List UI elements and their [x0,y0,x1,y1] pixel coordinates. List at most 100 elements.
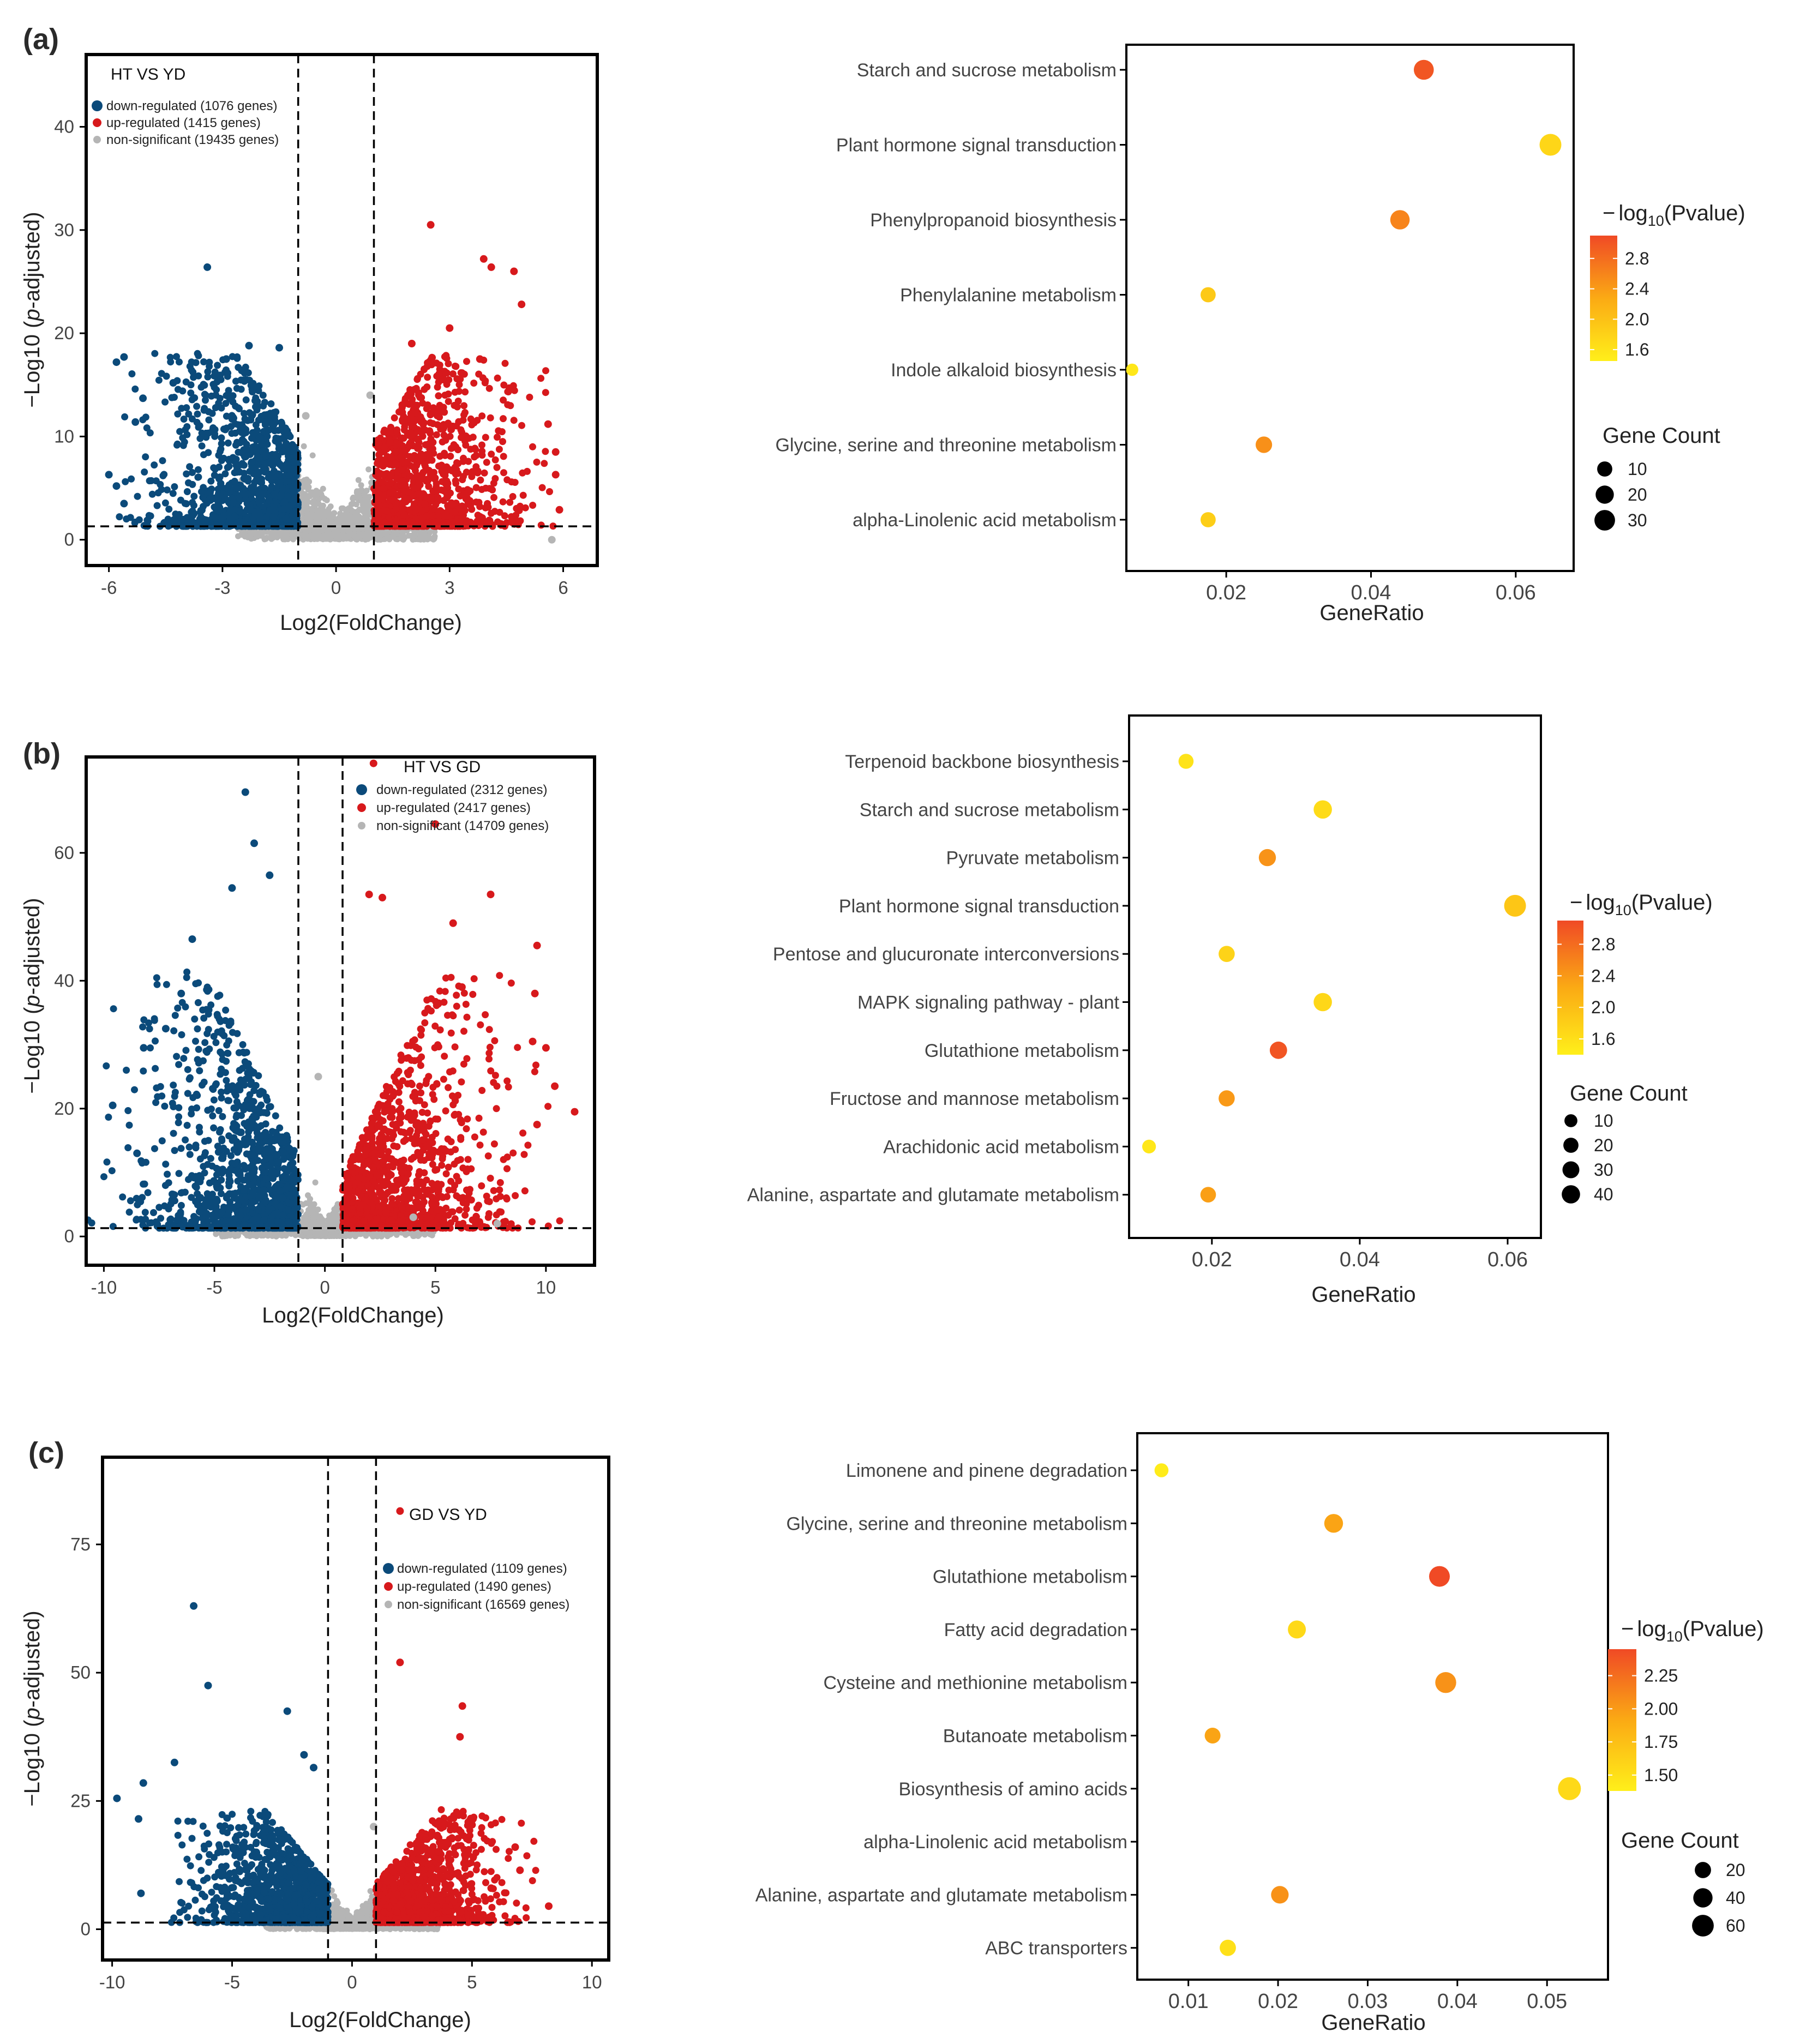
up-point [522,504,529,512]
pathway-label: Indole alkaloid biosynthesis [891,360,1117,381]
up-point [506,499,513,506]
down-point [230,414,237,422]
down-point [212,392,219,399]
up-point [451,441,458,448]
figure: (a) (b) (c) -6 -3 0 3 6 010203040 HT VS YD d… [0,0,1812,2044]
up-point [452,477,459,484]
up-point [494,464,501,471]
up-point [449,370,457,377]
up-point [406,442,413,449]
ns-point [358,482,364,488]
down-point [178,405,185,412]
down-point [278,420,285,427]
ns-point [310,453,316,459]
down-point [203,500,211,507]
up-outlier-point [552,448,560,456]
down-point [200,451,207,458]
up-point [526,394,533,401]
up-point [386,438,393,446]
up-point [500,469,507,476]
down-point [161,399,169,406]
down-point [181,438,188,446]
kegg-a-xticks: 0.02 0.04 0.06 [1206,571,1536,604]
ns-point [394,536,400,542]
up-point [404,392,411,399]
up-point [388,479,395,486]
up-point [458,369,465,376]
down-outlier-point [170,379,177,387]
up-point [436,453,443,460]
down-point [176,511,183,518]
down-point [262,452,269,459]
up-point [458,434,465,441]
ns-point [307,1199,313,1205]
down-point [184,488,191,495]
colorbar-tick-label: 2.8 [1625,249,1649,268]
ns-point [340,506,346,512]
legend-up-label: up-regulated (1415 genes) [106,116,261,130]
up-outlier-point [510,268,518,275]
down-point [212,514,219,521]
x-tick-label: 6 [558,578,568,598]
down-point [155,377,163,384]
down-point [201,407,208,414]
up-point [413,506,420,513]
down-point [183,500,190,507]
ns-point [415,536,421,542]
up-point [508,519,515,526]
down-point [194,523,201,530]
up-point [402,416,409,423]
up-point [407,473,414,480]
ns-point [377,537,383,543]
down-point [153,477,160,484]
up-point [487,414,494,422]
down-point [160,471,167,478]
down-outlier-point [245,342,253,350]
down-point [260,491,267,498]
down-point [249,411,256,418]
down-point [271,491,278,498]
pathway-dot [1201,287,1216,303]
up-point [471,445,478,452]
pathway-label: Phenylalanine metabolism [900,285,1117,306]
up-point [413,385,420,392]
up-point [443,513,451,520]
up-point [500,453,507,460]
down-point [281,498,288,506]
up-point [416,394,423,401]
ns-point [304,512,310,518]
down-point [242,474,249,482]
ns-point [239,532,245,538]
ns-point [339,515,345,521]
ns-point [302,477,308,483]
kegg-a-size-title: Gene Count [1603,424,1720,448]
up-point [542,367,549,374]
kegg-a-size-legend: Gene Count 102030 [1594,424,1720,531]
pathway-dot [1126,364,1138,376]
up-outlier-point [488,263,495,271]
down-point [176,358,183,365]
ns-point [311,528,317,534]
up-point [390,489,397,496]
down-outlier-point [105,471,113,478]
down-point [245,369,252,376]
up-point [435,370,442,377]
down-point [258,478,265,485]
up-outlier-point [556,506,563,514]
up-point [486,385,493,392]
down-point [222,426,229,434]
down-point [209,424,217,431]
down-point [250,384,257,391]
pathway-label: Glycine, serine and threonine metabolism [775,435,1117,456]
up-point [529,443,536,450]
pathway-label: alpha-Linolenic acid metabolism [853,510,1117,531]
up-point [388,454,395,461]
down-outlier-point [223,355,230,363]
ns-point [328,503,334,509]
down-point [215,476,223,483]
ns-point [305,486,311,492]
down-point [230,499,237,506]
up-point [533,459,541,466]
up-point [447,466,454,473]
up-point [427,411,434,418]
